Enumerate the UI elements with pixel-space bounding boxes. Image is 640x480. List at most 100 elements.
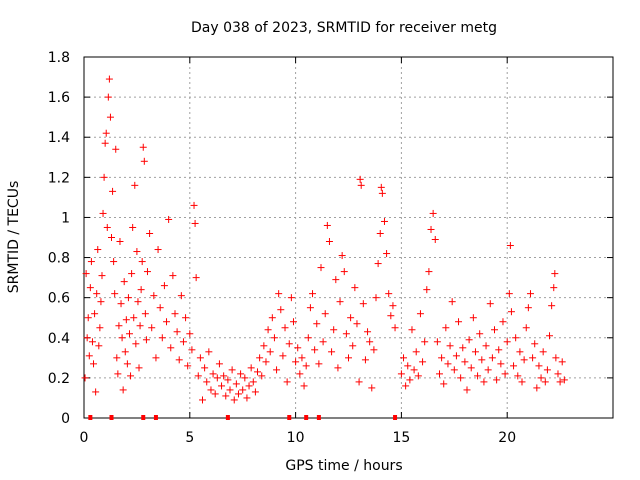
data-point (266, 348, 274, 356)
data-point (228, 366, 236, 374)
data-point (514, 372, 522, 380)
data-point (103, 223, 111, 231)
data-point (277, 306, 285, 314)
data-point (444, 360, 452, 368)
data-point (366, 338, 374, 346)
data-point (232, 380, 240, 388)
data-point (533, 384, 541, 392)
y-tick-label: 0.2 (48, 371, 70, 387)
data-point (406, 376, 414, 384)
data-point (539, 348, 547, 356)
data-point (119, 386, 127, 394)
data-point (370, 346, 378, 354)
data-point (340, 268, 348, 276)
data-point (294, 344, 302, 352)
data-point (258, 372, 266, 380)
data-point (188, 346, 196, 354)
y-tick-labels: 0 0.2 0.4 0.6 0.8 1 1.2 1.4 1.6 1.8 (48, 50, 70, 427)
data-point (446, 342, 454, 350)
data-point (302, 362, 310, 370)
data-point (209, 370, 217, 378)
data-point (110, 258, 118, 266)
data-point (83, 334, 91, 342)
data-point (543, 366, 551, 374)
y-tick-label: 0.4 (48, 331, 70, 347)
y-tick-label: 1 (61, 210, 70, 226)
data-point (537, 374, 545, 382)
data-point (115, 322, 123, 330)
data-point (548, 302, 556, 310)
data-point (137, 286, 145, 294)
data-point (135, 364, 143, 372)
data-point (300, 382, 308, 390)
data-point (114, 370, 122, 378)
data-point (175, 356, 183, 364)
data-point (465, 336, 473, 344)
data-point (139, 143, 147, 151)
data-point (402, 382, 410, 390)
data-point (116, 238, 124, 246)
y-tick-label: 1.6 (48, 90, 70, 106)
x-tick-label: 5 (185, 430, 194, 446)
data-point (105, 75, 113, 83)
data-point (429, 209, 437, 217)
data-point (383, 250, 391, 258)
data-point (86, 284, 94, 292)
x-axis-marker (287, 415, 292, 420)
data-point (292, 358, 300, 366)
data-point (222, 392, 230, 400)
data-point (423, 286, 431, 294)
y-tick-label: 0.6 (48, 291, 70, 307)
data-point (296, 370, 304, 378)
data-point (414, 372, 422, 380)
data-point (522, 324, 530, 332)
data-point (325, 238, 333, 246)
x-axis-marker (225, 415, 230, 420)
data-point (190, 201, 198, 209)
data-point (275, 290, 283, 298)
data-point (281, 324, 289, 332)
data-point (471, 348, 479, 356)
data-point (97, 298, 105, 306)
data-point (355, 378, 363, 386)
data-point (351, 284, 359, 292)
data-point (167, 344, 175, 352)
data-point (520, 356, 528, 364)
data-point (467, 364, 475, 372)
data-point (474, 372, 482, 380)
data-point (457, 374, 465, 382)
data-point (171, 310, 179, 318)
data-point (506, 242, 514, 250)
data-point (378, 189, 386, 197)
data-point (501, 370, 509, 378)
data-point (146, 229, 154, 237)
data-point (95, 342, 103, 350)
data-point (416, 310, 424, 318)
data-point (133, 248, 141, 256)
data-point (134, 298, 142, 306)
data-point (91, 310, 99, 318)
data-point (431, 236, 439, 244)
data-point (550, 284, 558, 292)
data-point (82, 270, 90, 278)
data-point (408, 326, 416, 334)
x-axis-marker (141, 415, 146, 420)
data-point (125, 330, 133, 338)
data-point (493, 376, 501, 384)
data-point (213, 374, 221, 382)
data-point (81, 374, 89, 382)
data-point (315, 360, 323, 368)
data-point (148, 324, 156, 332)
data-point (377, 183, 385, 191)
data-point (484, 366, 492, 374)
data-point (287, 294, 295, 302)
data-point (211, 390, 219, 398)
data-point (108, 234, 116, 241)
data-point (448, 298, 456, 306)
x-tick-label: 10 (287, 430, 305, 446)
y-axis-label: SRMTID / TECUs (6, 181, 22, 294)
data-point (101, 139, 109, 147)
data-point (306, 304, 314, 312)
data-point (442, 324, 450, 332)
data-point (121, 348, 129, 356)
